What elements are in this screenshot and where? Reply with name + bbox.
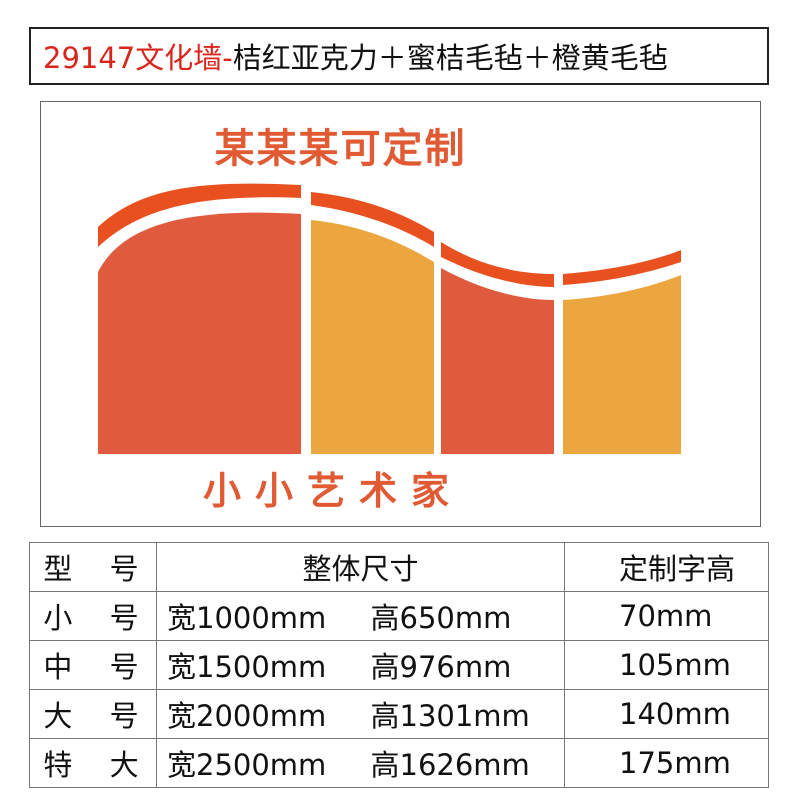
table-row: 大 号 宽2000mm 高1301mm 140mm xyxy=(29,689,769,739)
row-text-height: 105mm xyxy=(564,640,769,690)
row-model: 特 大 xyxy=(29,738,157,788)
row-width: 宽2500mm xyxy=(156,738,361,788)
size-spec-table: 型 号 整体尺寸 定制字高 小 号 宽1000mm 高650mm 70mm 中 … xyxy=(29,542,769,788)
arc-strip xyxy=(98,183,301,247)
table-row: 小 号 宽1000mm 高650mm 70mm xyxy=(29,591,769,641)
header-model: 型 号 xyxy=(29,542,157,592)
row-text-height: 140mm xyxy=(564,689,769,739)
row-text-height: 70mm xyxy=(564,591,769,641)
row-height: 高650mm xyxy=(360,591,565,641)
row-width: 宽1000mm xyxy=(156,591,361,641)
row-model: 大 号 xyxy=(29,689,157,739)
panel-amber-2 xyxy=(563,275,681,454)
table-row: 特 大 宽2500mm 高1626mm 175mm xyxy=(29,738,769,788)
header-size: 整体尺寸 xyxy=(156,542,565,592)
header-text-height: 定制字高 xyxy=(564,542,769,592)
row-model: 小 号 xyxy=(29,591,157,641)
row-height: 高976mm xyxy=(360,640,565,690)
panel-amber-1 xyxy=(311,220,434,454)
product-preview: 某某某可定制 小小艺术家 xyxy=(40,101,761,527)
preview-heading: 某某某可定制 xyxy=(214,126,467,172)
arc-strip xyxy=(441,242,554,287)
row-width: 宽2000mm xyxy=(156,689,361,739)
product-code: 29147文化墙- xyxy=(43,41,233,75)
row-width: 宽1500mm xyxy=(156,640,361,690)
row-text-height: 175mm xyxy=(564,738,769,788)
row-model: 中 号 xyxy=(29,640,157,690)
row-height: 高1301mm xyxy=(360,689,565,739)
preview-subheading: 小小艺术家 xyxy=(202,469,463,513)
arc-strip xyxy=(311,192,434,247)
table-header-row: 型 号 整体尺寸 定制字高 xyxy=(29,542,769,592)
panel-orange-1 xyxy=(98,212,301,454)
wave-panels-graphic xyxy=(98,183,681,454)
arc-strip xyxy=(563,250,681,285)
table-row: 中 号 宽1500mm 高976mm 105mm xyxy=(29,640,769,690)
product-title: 29147文化墙- 桔红亚克力＋蜜桔毛毡＋橙黄毛毡 xyxy=(29,27,769,85)
product-materials: 桔红亚克力＋蜜桔毛毡＋橙黄毛毡 xyxy=(232,41,668,75)
panel-orange-2 xyxy=(441,268,554,454)
row-height: 高1626mm xyxy=(360,738,565,788)
